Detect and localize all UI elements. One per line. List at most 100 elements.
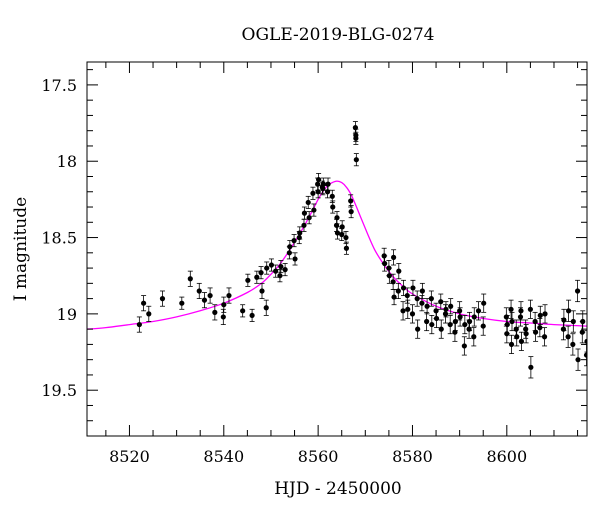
data-point — [353, 131, 359, 145]
data-point — [419, 295, 425, 312]
data-point — [570, 310, 576, 333]
data-marker — [301, 210, 308, 216]
data-marker — [278, 263, 284, 270]
data-point — [400, 301, 406, 321]
x-tick-label: 8600 — [486, 447, 527, 466]
data-points-layer — [136, 121, 587, 379]
data-marker — [523, 331, 529, 337]
data-marker — [297, 230, 303, 236]
data-point — [508, 334, 515, 354]
data-marker — [179, 300, 185, 306]
data-marker — [220, 314, 226, 320]
data-marker — [528, 364, 534, 370]
data-point — [461, 336, 467, 356]
y-tick-label: 18 — [57, 152, 77, 171]
data-point — [395, 282, 401, 300]
data-marker — [334, 230, 341, 236]
data-point — [382, 255, 388, 272]
axes-layer: 8520 8540 8560 8580 8600 17.5 18 18.5 19 19.5 — [41, 61, 588, 466]
data-point — [532, 322, 539, 342]
data-marker — [561, 317, 567, 323]
data-marker — [575, 357, 581, 363]
data-point — [414, 290, 420, 307]
data-marker — [443, 306, 449, 312]
chart-title: OGLE-2019-BLG-0274 — [242, 25, 435, 45]
data-marker — [305, 199, 311, 206]
data-point — [249, 308, 255, 322]
data-marker — [400, 285, 407, 291]
data-marker — [282, 267, 288, 273]
data-marker — [415, 326, 421, 332]
data-marker — [424, 303, 430, 309]
data-point — [424, 311, 430, 332]
data-marker — [207, 292, 213, 299]
data-point — [518, 331, 525, 351]
data-point — [575, 348, 581, 371]
data-marker — [320, 181, 326, 187]
data-marker — [343, 234, 349, 241]
data-marker — [481, 300, 487, 306]
data-point — [141, 295, 147, 312]
data-marker — [541, 334, 548, 340]
data-marker — [353, 135, 359, 141]
data-marker — [584, 338, 587, 344]
x-tick-label: 8580 — [392, 447, 433, 466]
data-point — [415, 319, 421, 339]
data-marker — [249, 312, 255, 319]
x-tick-label: 8540 — [203, 447, 244, 466]
data-point — [537, 305, 543, 325]
data-point — [334, 226, 341, 240]
data-marker — [537, 325, 543, 331]
data-marker — [574, 288, 581, 294]
data-marker — [263, 305, 269, 311]
data-marker — [442, 311, 449, 317]
data-point — [292, 252, 298, 266]
data-marker — [245, 277, 251, 283]
y-axis-label: I magnitude — [11, 197, 31, 301]
data-point — [527, 299, 533, 319]
data-marker — [523, 326, 529, 332]
data-marker — [382, 260, 388, 267]
data-marker — [325, 181, 331, 187]
data-marker — [448, 303, 454, 309]
data-marker — [396, 268, 402, 274]
data-marker — [315, 189, 321, 195]
data-point — [448, 298, 454, 315]
data-point — [447, 315, 453, 335]
data-marker — [542, 311, 548, 317]
data-marker — [330, 204, 336, 210]
data-point — [504, 315, 510, 335]
data-point — [220, 308, 226, 325]
data-marker — [301, 222, 307, 228]
data-marker — [339, 224, 345, 230]
data-marker — [136, 321, 142, 328]
data-marker — [273, 268, 279, 274]
data-marker — [414, 296, 420, 302]
data-point — [481, 293, 487, 313]
data-point — [305, 195, 311, 209]
data-point — [419, 282, 425, 300]
data-marker — [461, 343, 467, 349]
data-marker — [480, 323, 486, 329]
data-marker — [504, 321, 510, 328]
data-marker — [141, 300, 147, 306]
data-point — [570, 333, 576, 356]
data-marker — [438, 299, 444, 305]
data-point — [201, 292, 208, 309]
data-point — [404, 287, 410, 304]
data-point — [396, 263, 402, 280]
data-marker — [537, 312, 543, 319]
data-point — [330, 200, 336, 214]
data-point — [136, 316, 142, 333]
x-axis-label: HJD - 2450000 — [274, 479, 402, 499]
data-marker — [429, 321, 435, 328]
data-point — [391, 289, 397, 306]
data-marker — [395, 288, 401, 294]
data-point — [405, 299, 411, 319]
data-point — [306, 211, 312, 225]
data-point — [287, 240, 293, 254]
data-point — [282, 263, 288, 277]
data-point — [339, 220, 345, 234]
data-marker — [466, 318, 473, 325]
